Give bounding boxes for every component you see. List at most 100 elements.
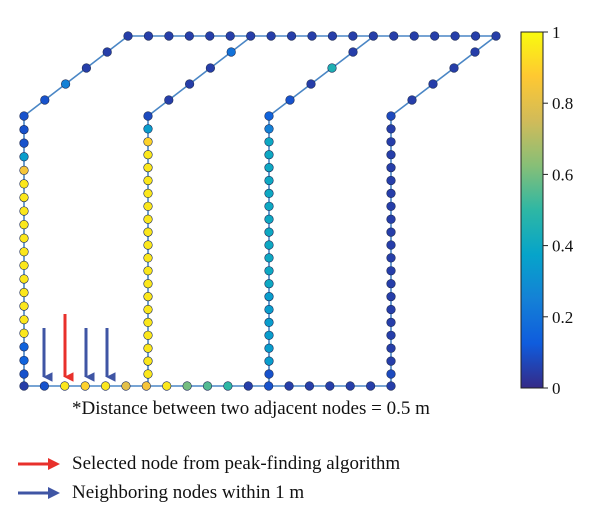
wall-1-node — [19, 179, 29, 189]
wall-1-node — [19, 152, 29, 162]
diagonal-1-node — [102, 47, 112, 57]
wall-3-node — [264, 201, 274, 211]
wall-4-node — [386, 343, 396, 353]
top-row-node — [266, 31, 276, 41]
wall-2-node — [143, 343, 153, 353]
wall-4-node — [386, 253, 396, 263]
diagonal-4-node — [407, 95, 417, 105]
bottom-row-node — [202, 381, 213, 391]
top-row-node — [205, 31, 215, 41]
wall-3-node — [264, 111, 274, 121]
wall-2-node — [143, 356, 153, 366]
wall-4-node — [386, 214, 396, 224]
wall-4-node — [386, 317, 396, 328]
wall-4-node — [386, 137, 396, 147]
wall-3-node — [264, 343, 274, 353]
bottom-row-node — [100, 381, 111, 391]
wall-1-node — [19, 274, 29, 284]
top-row-node — [368, 31, 378, 41]
network-edges — [23, 35, 497, 387]
top-row-node — [286, 31, 297, 41]
wall-2-node — [143, 188, 153, 198]
wall-1-node — [19, 247, 29, 257]
diagonal-3-node — [285, 95, 295, 105]
bottom-row-node — [60, 381, 70, 391]
diagonal-2-node — [226, 47, 236, 57]
wall-2-node — [143, 304, 153, 315]
wall-2-node — [143, 292, 153, 302]
wall-1-node — [19, 355, 29, 366]
wall-4-node — [386, 163, 396, 173]
legend-label-neighbors: Neighboring nodes within 1 m — [72, 482, 305, 503]
red-arrow-icon — [18, 458, 60, 470]
wall-3-node — [264, 188, 274, 198]
colorbar-tick-label: 0.4 — [552, 237, 574, 256]
wall-2-node — [143, 201, 153, 211]
wall-4-node — [386, 240, 396, 250]
diagonal-3-node — [348, 47, 358, 57]
top-row-node — [430, 31, 440, 41]
top-row-node — [246, 31, 256, 41]
diagonal-1-node — [60, 79, 71, 89]
wall-3-node — [264, 369, 274, 379]
wall-2-node — [143, 317, 153, 328]
bottom-row-node — [223, 381, 233, 391]
bottom-row-node — [141, 381, 151, 391]
wall-2-node — [143, 266, 153, 276]
bottom-row-node — [345, 381, 355, 391]
wall-1-node — [19, 301, 29, 311]
wall-1-node — [19, 192, 29, 203]
wall-3-node — [264, 214, 274, 224]
bottom-row-node — [264, 381, 274, 391]
diagonal-2-node — [164, 95, 174, 105]
colorbar-tick-label: 0 — [552, 379, 561, 398]
wall-3-node — [264, 137, 274, 147]
wall-4-node — [386, 111, 396, 121]
wall-3-node — [264, 163, 274, 173]
wall-4-node — [386, 266, 396, 276]
wall-1-node — [19, 260, 29, 270]
diagonal-4-node — [470, 47, 480, 57]
wall-4-node — [386, 188, 396, 198]
top-row-node — [164, 31, 174, 41]
colorbar-tick-label: 1 — [552, 23, 561, 42]
diagonal-4-node — [449, 63, 459, 73]
wall-1-node — [19, 124, 29, 135]
blue-arrow-icon — [18, 487, 60, 499]
indicator-arrows — [42, 314, 116, 382]
colorbar: 1 0.8 0.6 0.4 0.2 0 — [520, 23, 574, 398]
wall-2-node — [143, 227, 153, 237]
top-row-node — [225, 31, 235, 41]
wall-2-node — [143, 163, 153, 173]
wall-4-node — [386, 150, 396, 160]
bottom-row-node — [304, 381, 315, 391]
diagonal-3-node — [327, 63, 337, 73]
wall-3-node — [264, 253, 274, 263]
top-row-node — [491, 31, 501, 41]
wall-4-node — [386, 124, 396, 134]
wall-3-node — [264, 279, 274, 289]
legend-item-selected: Selected node from peak-finding algorith… — [16, 452, 400, 476]
bottom-row-node — [243, 381, 253, 391]
colorbar-tick-label: 0.8 — [552, 94, 573, 113]
wall-3-node — [264, 330, 274, 340]
wall-4-node — [386, 227, 396, 237]
wall-2-node — [143, 175, 153, 186]
wall-3-node — [264, 124, 274, 134]
colorbar-gradient — [520, 31, 544, 389]
wall-1-node — [19, 369, 29, 379]
wall-2-node — [143, 240, 153, 250]
bottom-row-node — [80, 381, 90, 391]
wall-3-node — [264, 227, 274, 237]
wall-4-node — [386, 304, 396, 315]
wall-1-node — [19, 138, 29, 148]
top-row-node — [123, 31, 133, 41]
top-row-node — [409, 31, 419, 41]
top-row-node — [307, 31, 317, 41]
wall-4-node — [386, 201, 396, 211]
edge-diagonal-3 — [268, 35, 375, 117]
wall-1-node — [19, 328, 29, 338]
legend-item-neighbors: Neighboring nodes within 1 m — [16, 481, 304, 505]
diagonal-2-node — [205, 63, 215, 73]
wall-4-node — [386, 175, 396, 186]
